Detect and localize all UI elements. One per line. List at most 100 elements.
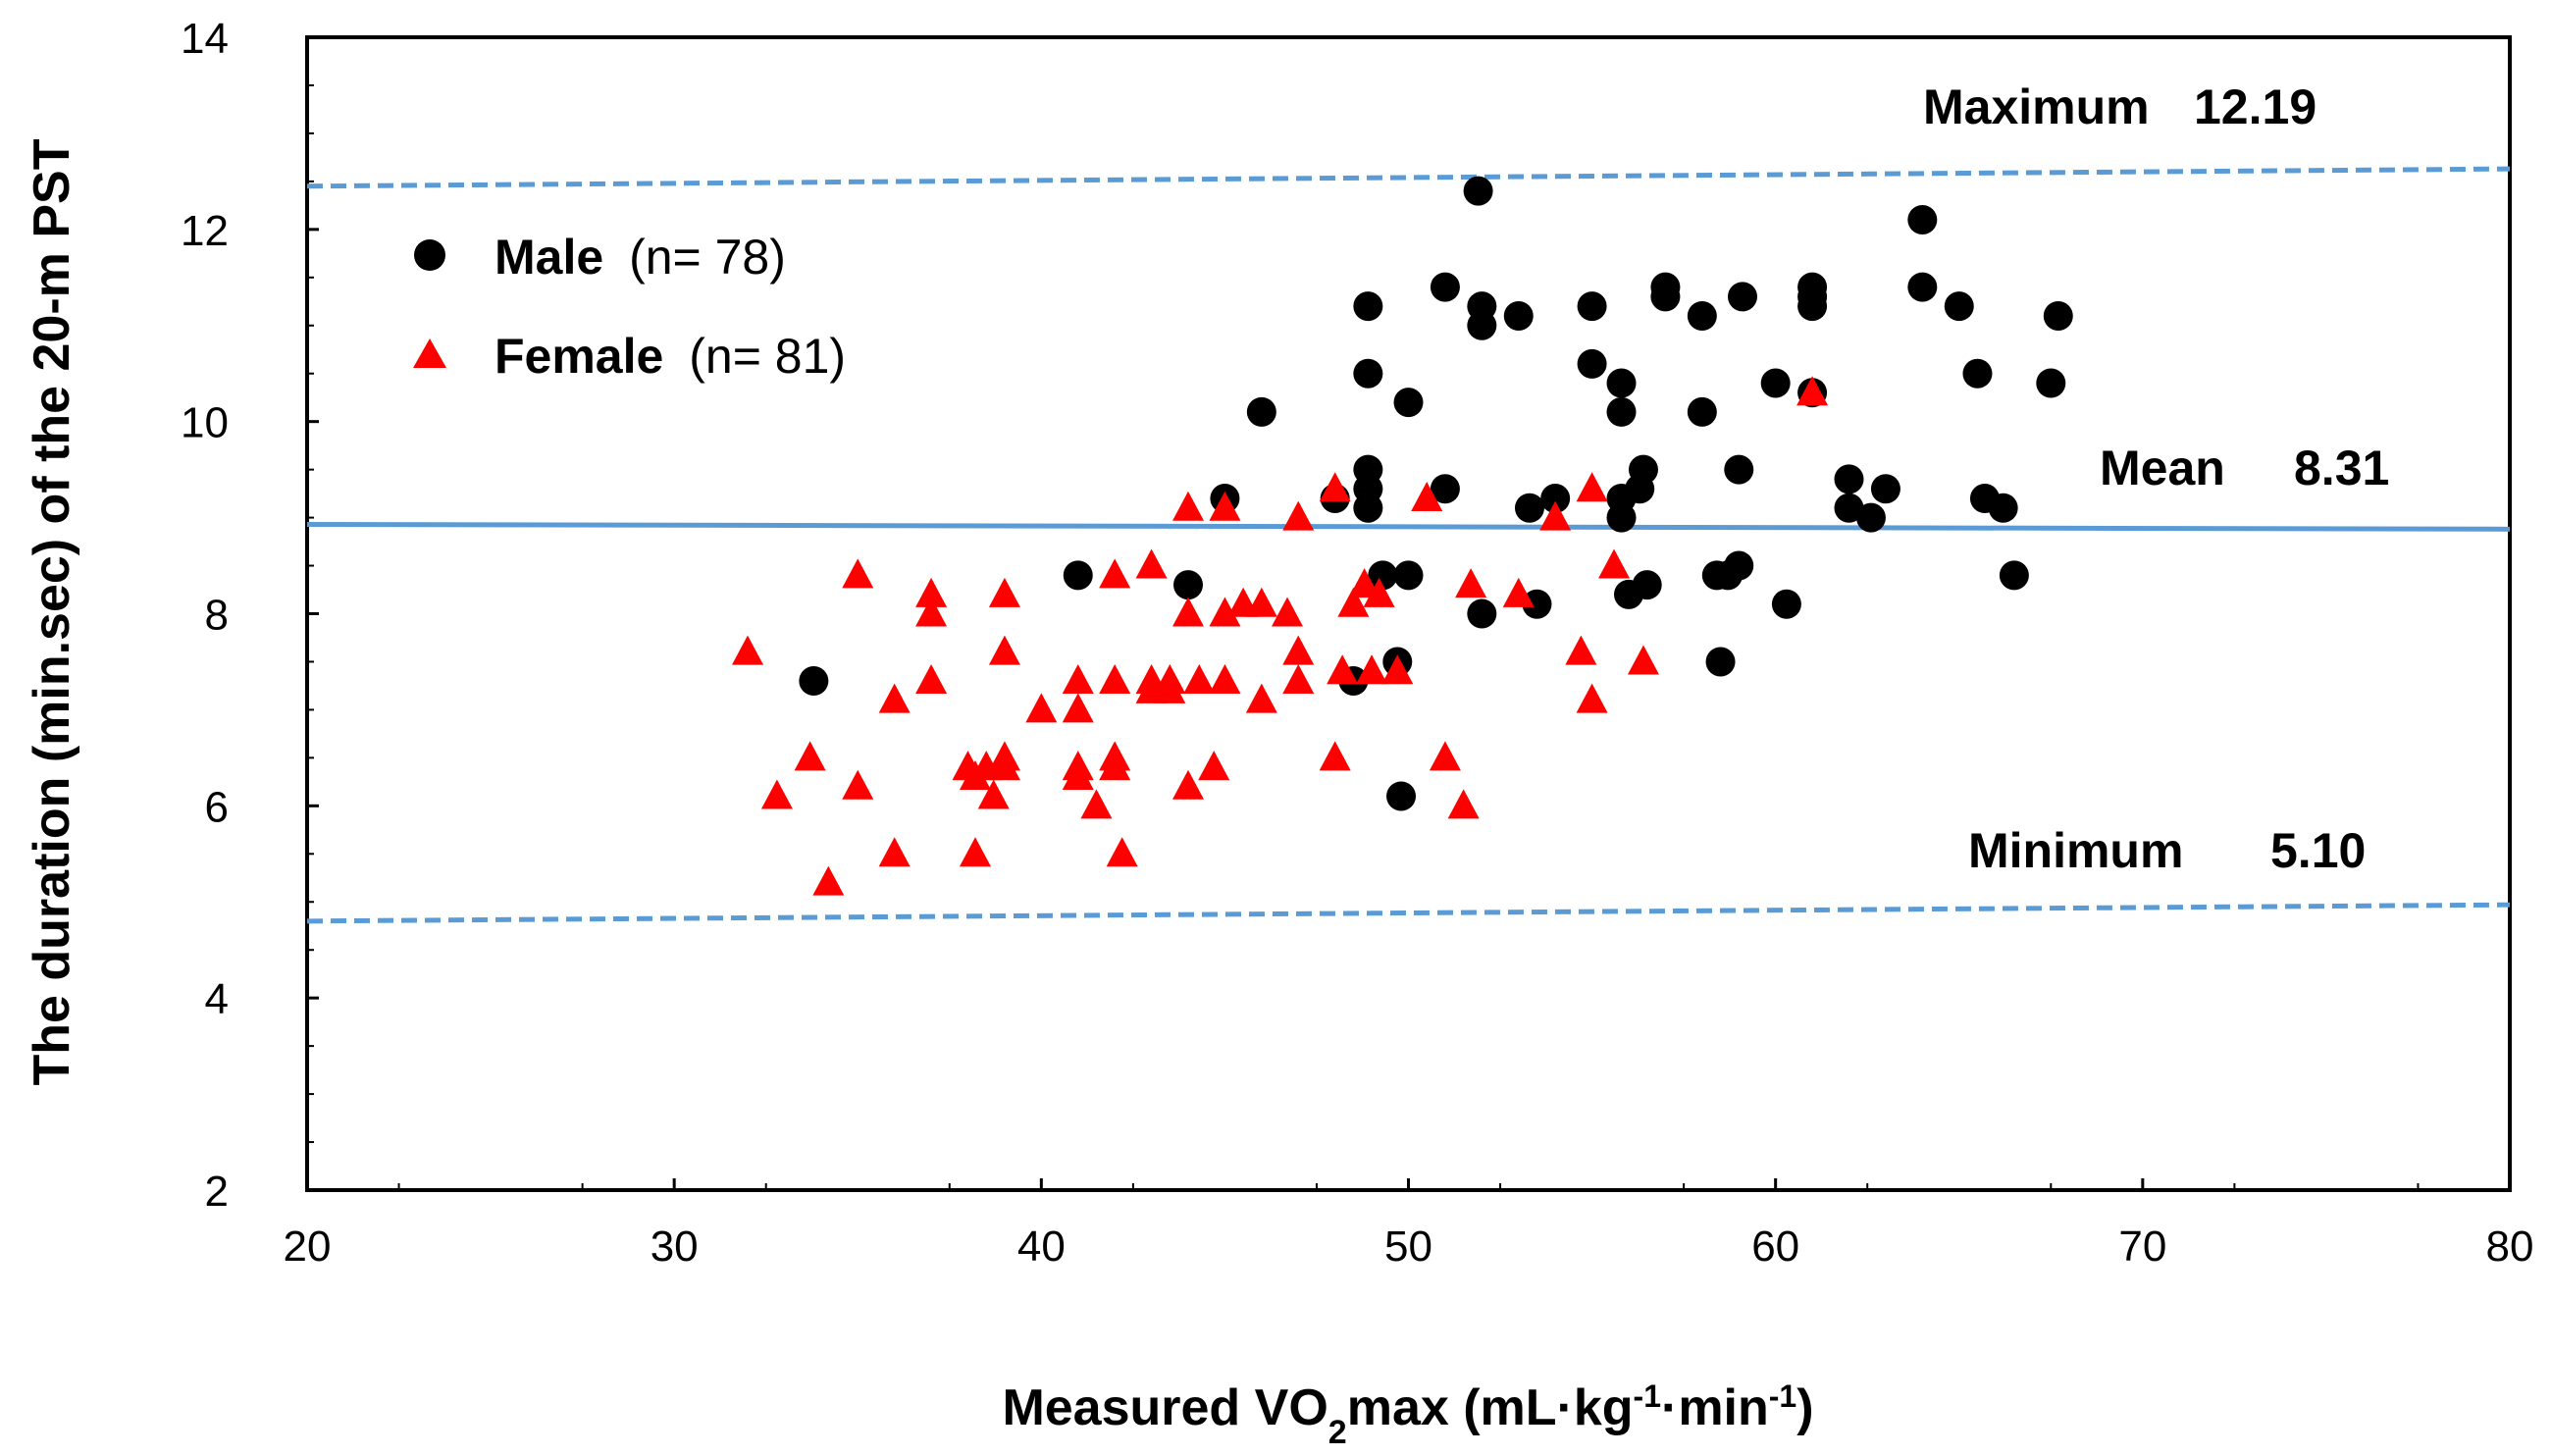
female-point [915, 577, 948, 607]
reference-line-minimum [306, 902, 2511, 924]
female-point [732, 635, 763, 665]
female-point [1062, 759, 1094, 790]
male-point [1522, 589, 1552, 619]
axis-ticks: 20 30 40 50 60 70 80 2 4 6 8 10 12 14 [181, 15, 2533, 1271]
female-point [1565, 635, 1597, 665]
female-point [1381, 654, 1414, 685]
female-point [1209, 664, 1241, 695]
female-point [1539, 500, 1572, 531]
y-tick-label: 14 [181, 15, 229, 63]
female-point [1627, 645, 1659, 675]
male-point [1386, 781, 1417, 811]
male-point [1999, 560, 2029, 591]
legend-female-count: (n= 81) [689, 329, 846, 384]
male-point [1503, 300, 1534, 331]
x-tick-label: 40 [1017, 1222, 1066, 1271]
female-point [1576, 683, 1608, 713]
female-point [1447, 789, 1480, 819]
female-point [1576, 472, 1608, 502]
male-point [1467, 598, 1497, 629]
reference-lines [306, 166, 2511, 924]
female-point [1282, 635, 1315, 665]
female-point [1356, 654, 1388, 685]
reference-line-maximum [306, 166, 2511, 189]
male-point [1944, 291, 1974, 322]
male-point [1353, 291, 1383, 322]
x-tick-label: 60 [1751, 1222, 1799, 1271]
female-point [1282, 500, 1315, 531]
male-point [1606, 368, 1637, 398]
min-value: 5.10 [2270, 823, 2366, 878]
male-point [1650, 282, 1681, 312]
male-point [1368, 560, 1398, 591]
female-point [988, 751, 1020, 781]
male-point [1760, 368, 1791, 398]
male-point [1540, 484, 1571, 513]
female-point [1099, 664, 1131, 695]
legend-male-name: Male [495, 230, 603, 285]
female-point [1154, 673, 1186, 703]
male-point [1907, 205, 1938, 235]
female-point [1429, 741, 1461, 771]
plot-frame [305, 35, 2512, 1192]
female-point [1172, 769, 1204, 800]
female-point [1796, 376, 1829, 406]
female-point [812, 865, 845, 896]
male-point [1797, 291, 1828, 322]
female-point [1337, 587, 1370, 617]
male-point [2043, 300, 2073, 331]
male-point [1467, 310, 1497, 340]
x-tick-label: 50 [1384, 1222, 1432, 1271]
female-point [1245, 683, 1277, 713]
legend-male-marker [414, 239, 445, 271]
female-point [1455, 568, 1487, 598]
female-point [1080, 789, 1113, 819]
male-point [1393, 560, 1424, 591]
male-point [799, 666, 829, 697]
female-point [1198, 751, 1230, 781]
y-tick-label: 6 [205, 783, 229, 831]
male-point [1625, 474, 1655, 504]
female-point [915, 664, 948, 695]
male-point [1632, 570, 1662, 600]
female-point [1099, 751, 1131, 781]
male-point [1577, 348, 1607, 379]
male-point [1577, 291, 1607, 322]
y-tick-label: 12 [181, 207, 229, 255]
female-point [1282, 664, 1315, 695]
female-point [1172, 597, 1204, 627]
female-point [1135, 548, 1168, 579]
male-point [2036, 368, 2066, 398]
male-point [1687, 396, 1717, 427]
male-point [1705, 647, 1736, 677]
legend-female-name: Female [495, 329, 663, 384]
legend-male-count: (n= 78) [629, 230, 786, 285]
female-point [1062, 693, 1094, 723]
female-point [1411, 482, 1443, 511]
male-point [1514, 493, 1544, 523]
female-point [988, 635, 1020, 665]
male-point [1173, 570, 1203, 600]
reference-line-mean [306, 521, 2511, 532]
x-tick-label: 80 [2486, 1222, 2534, 1271]
male-point [1430, 272, 1460, 302]
male-point [1687, 300, 1717, 331]
female-point [1245, 587, 1277, 617]
female-point [1319, 741, 1351, 771]
female-point [878, 683, 911, 713]
female-point [1025, 693, 1058, 723]
female-point [1272, 597, 1304, 627]
male-point [1855, 502, 1886, 533]
male-point [1724, 550, 1754, 581]
male-point [1353, 358, 1383, 389]
mean-label: Mean [2100, 441, 2225, 495]
female-point [1183, 664, 1216, 695]
female-point [1598, 548, 1631, 579]
y-tick-label: 8 [205, 592, 229, 640]
female-point [1099, 558, 1131, 589]
male-point [1430, 474, 1460, 504]
max-label: Maximum [1923, 79, 2150, 134]
female-point [977, 779, 1010, 809]
y-tick-label: 4 [205, 975, 229, 1023]
